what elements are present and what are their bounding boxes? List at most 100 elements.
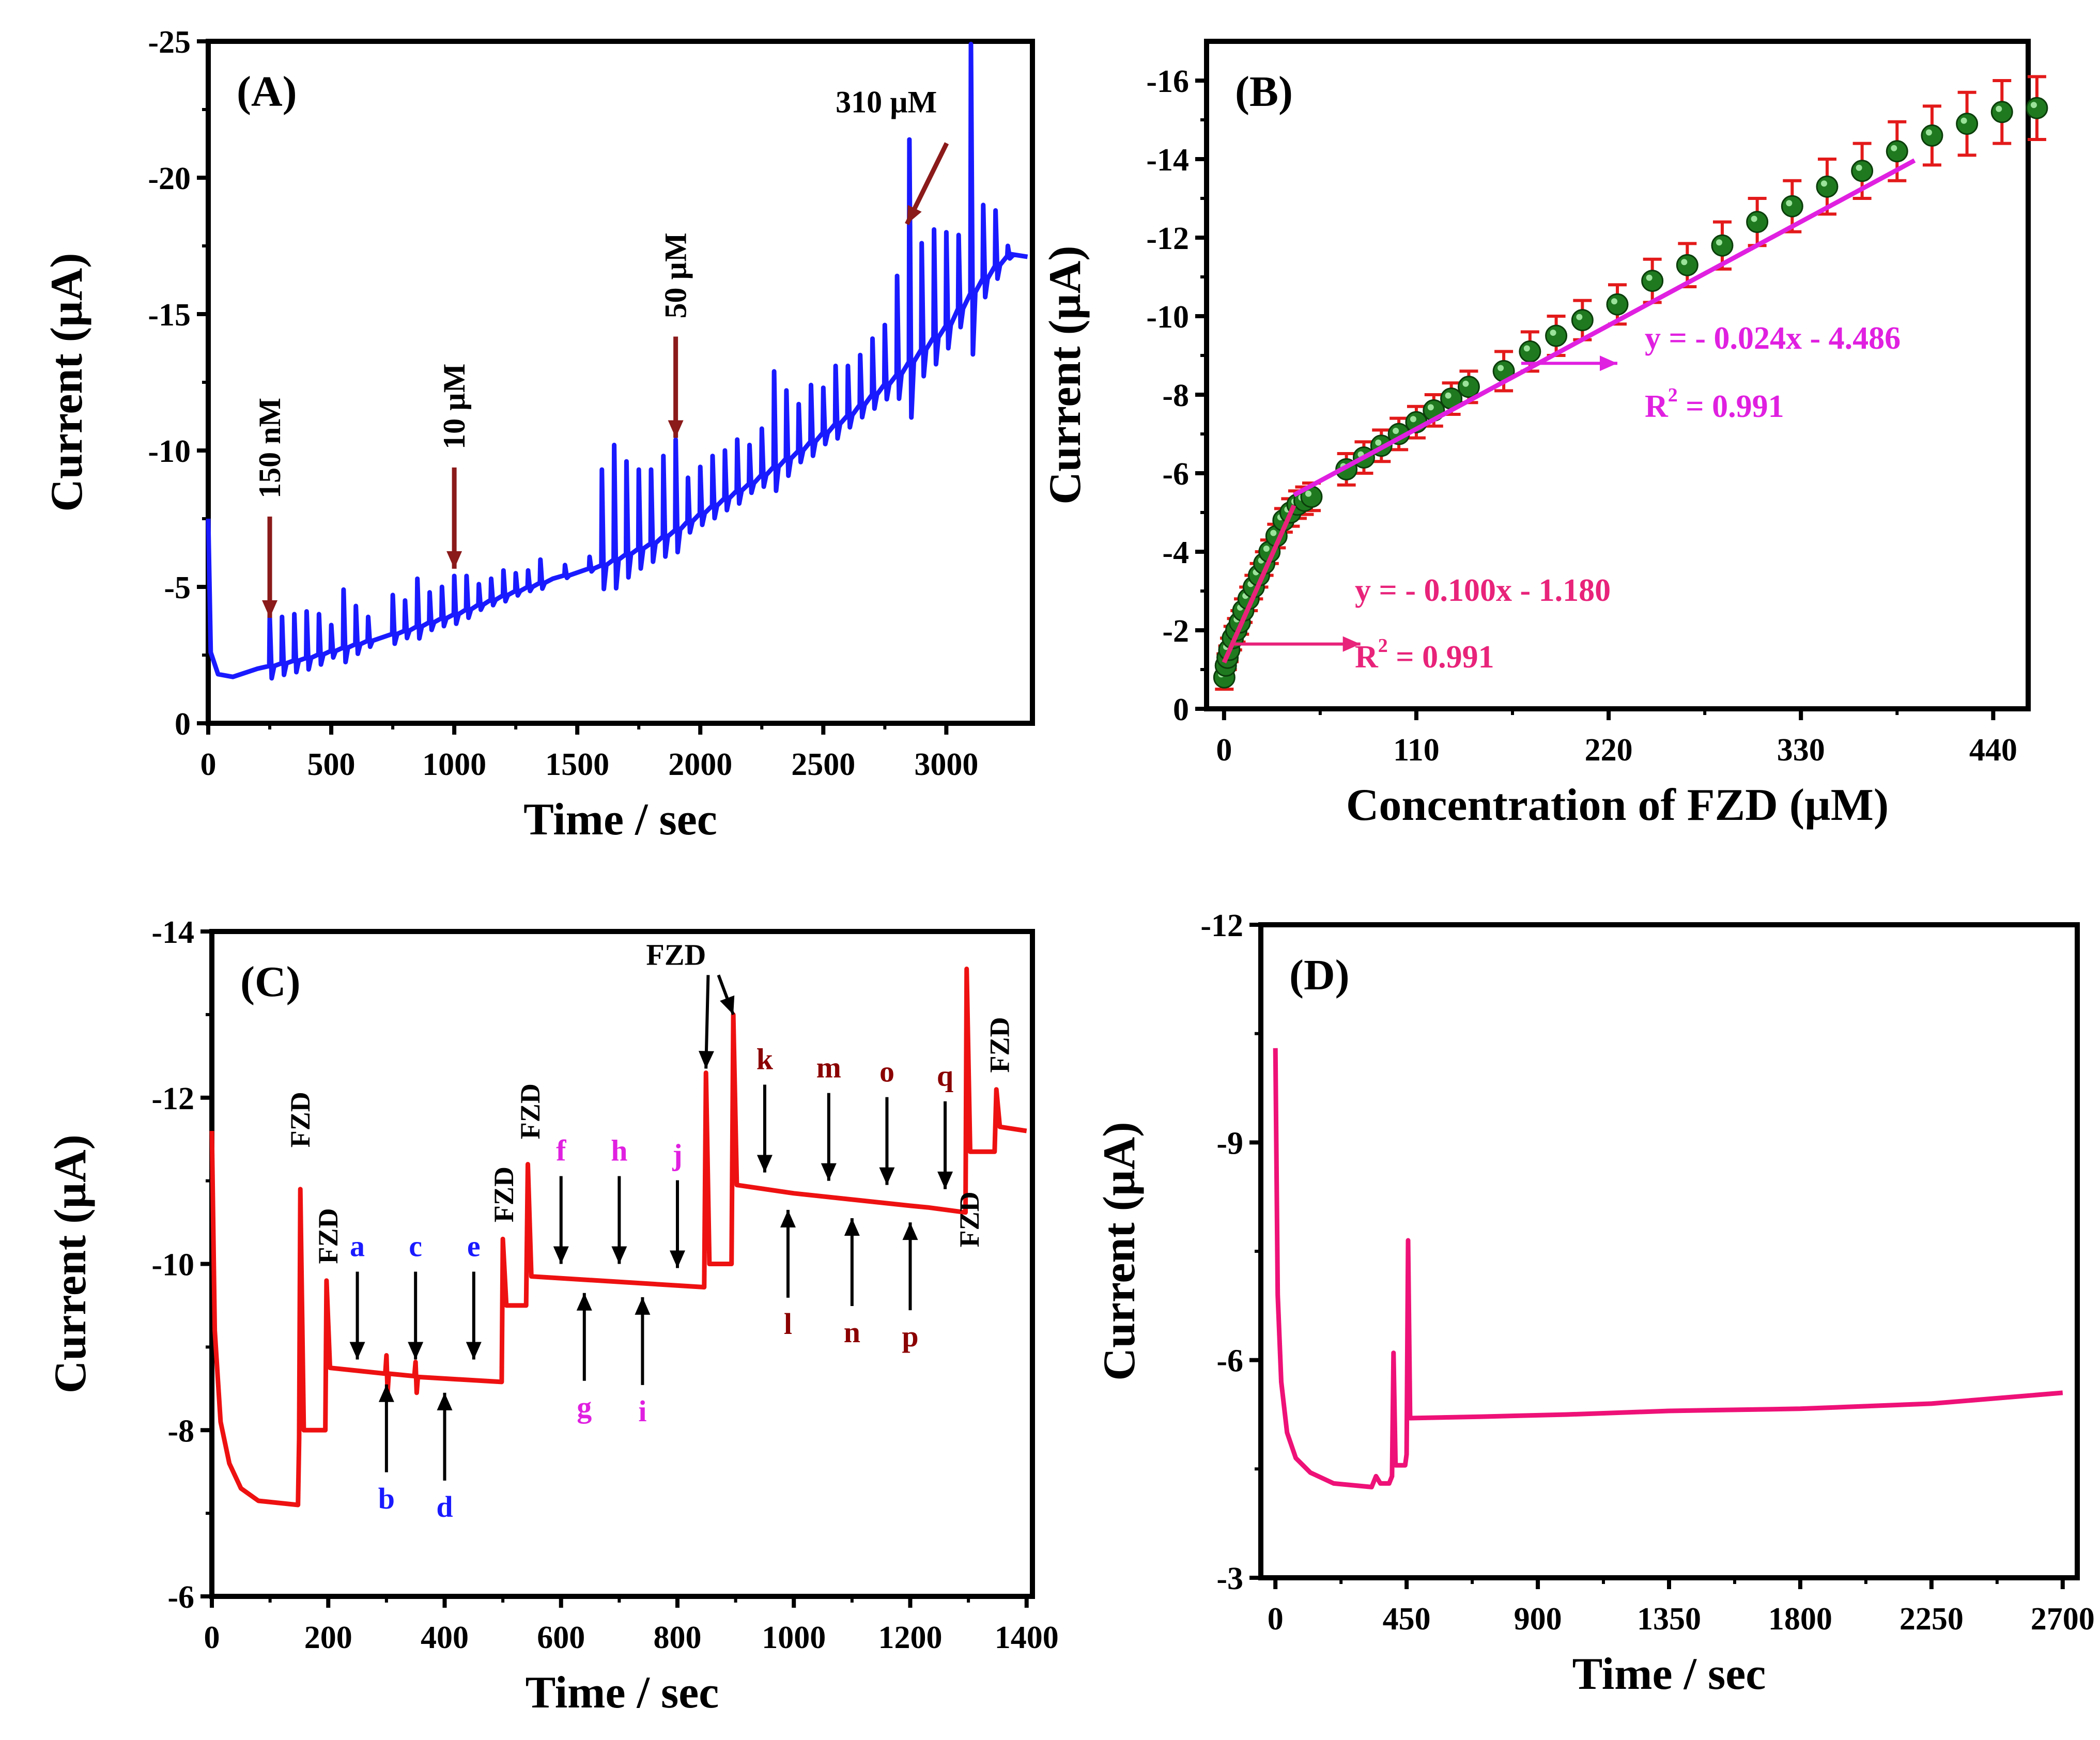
data-point <box>1545 324 1568 347</box>
fit-equation: y = - 0.024x - 4.486 <box>1645 321 1901 356</box>
x-tick-label: 220 <box>1585 733 1633 768</box>
interferent-letter: j <box>672 1138 682 1172</box>
data-point <box>1676 254 1698 276</box>
y-tick-label: -4 <box>1162 535 1189 570</box>
panel-label: (C) <box>240 958 301 1006</box>
x-tick-label: 400 <box>421 1620 469 1655</box>
interferent-letter: d <box>436 1490 453 1524</box>
y-tick-label: 0 <box>1173 692 1189 727</box>
interferent-arrow-head <box>669 1250 685 1268</box>
x-tick-label: 1000 <box>422 747 486 782</box>
y-tick-label: -14 <box>1146 143 1189 178</box>
interferent-arrow-head <box>378 1384 394 1402</box>
data-point-highlight <box>1681 259 1688 266</box>
r2-symbol: R <box>1645 389 1669 424</box>
fit-r-squared: R2 = 0.991 <box>1645 384 1784 424</box>
x-tick-label: 200 <box>304 1620 352 1655</box>
data-point <box>1711 234 1734 257</box>
data-point-highlight <box>1611 298 1617 305</box>
interferent-arrow-head <box>879 1167 895 1185</box>
x-tick-label: 440 <box>1969 733 2017 768</box>
x-axis-label: Time / sec <box>1572 1649 1766 1699</box>
y-tick-label: -15 <box>148 298 191 333</box>
panel-b: 0 110 220 330 440 0 -2 -4 -6 -8 -10 -12 -14 -16 Concen… <box>1040 39 2048 830</box>
data-point-highlight <box>1960 117 1967 124</box>
y-axis-label: Current (µA) <box>1094 1122 1145 1380</box>
interferent-letter: o <box>879 1055 894 1089</box>
data-point <box>1816 175 1839 198</box>
interferent-arrow-head <box>821 1163 837 1181</box>
interferent-arrow-head <box>466 1342 482 1360</box>
x-tick-label: 800 <box>653 1620 701 1655</box>
interferent-letter: n <box>844 1315 860 1349</box>
interferent-arrow-head <box>902 1222 918 1240</box>
interferent-letter: q <box>937 1059 953 1093</box>
interferent-label-fzd: FZD <box>488 1167 519 1222</box>
concentration-arrow-head <box>446 551 462 569</box>
r2-superscript: 2 <box>1668 384 1678 406</box>
fit-arrow-head <box>1600 355 1617 371</box>
data-point <box>1519 340 1541 363</box>
y-tick-label: -2 <box>1162 614 1189 649</box>
interferent-arrow-head <box>408 1342 424 1360</box>
y-tick-label: -8 <box>1162 378 1189 413</box>
data-point-highlight <box>1996 105 2002 112</box>
y-axis-label: Current (µA) <box>42 253 92 511</box>
spike-peak <box>601 469 603 470</box>
x-tick-label: 450 <box>1383 1602 1431 1637</box>
data-point-highlight <box>1751 215 1757 222</box>
y-axis-label: Current (µA) <box>45 1135 96 1393</box>
y-tick-label: -6 <box>1162 457 1189 492</box>
interferent-letter: e <box>467 1230 481 1263</box>
r2-superscript: 2 <box>1378 635 1388 657</box>
x-tick-label: 0 <box>1268 1602 1284 1637</box>
y-tick-label: -12 <box>151 1081 194 1116</box>
data-point-highlight <box>1305 490 1311 497</box>
y-tick-label: -14 <box>151 915 194 950</box>
interferent-letter: m <box>816 1051 841 1084</box>
spike-peak <box>872 338 873 339</box>
y-tick-label: -10 <box>1146 300 1189 335</box>
panel-a: 0 500 1000 1500 2000 2500 3000 0 -5 -10 -15 -20 -25 T… <box>42 25 1035 845</box>
y-tick-label: -12 <box>1200 908 1243 943</box>
x-tick-label: 110 <box>1393 733 1440 768</box>
spike-peak <box>798 403 799 405</box>
x-axis-label: Concentration of FZD (µM) <box>1346 780 1889 830</box>
spike-peak <box>503 570 504 571</box>
y-tick-label: -10 <box>148 434 191 469</box>
y-tick-label: -8 <box>167 1413 194 1449</box>
panel-label: (D) <box>1289 951 1350 999</box>
x-tick-label: 1500 <box>545 747 609 782</box>
interferent-letter: f <box>556 1134 566 1168</box>
y-axis-label: Current (µA) <box>1040 245 1090 504</box>
data-point <box>1990 101 2013 123</box>
data-point-highlight <box>1716 239 1722 246</box>
x-tick-label: 1000 <box>762 1620 826 1655</box>
spike-peak <box>995 210 996 211</box>
interferent-arrow-head <box>349 1342 365 1360</box>
interferent-arrow-head <box>844 1218 860 1236</box>
fit-line <box>1293 158 1916 498</box>
concentration-label: 150 nM <box>253 398 287 499</box>
y-tick-label: -10 <box>151 1248 194 1283</box>
fit-r-squared: R2 = 0.991 <box>1355 635 1494 675</box>
x-tick-label: 1350 <box>1637 1602 1701 1637</box>
plot-frame <box>1258 922 2080 1580</box>
interferent-label-fzd: FZD <box>515 1083 546 1139</box>
data-point-highlight <box>1393 428 1399 434</box>
interferent-arrow-head <box>437 1392 453 1410</box>
x-axis-label: Time / sec <box>523 795 717 845</box>
interferent-arrow-head <box>611 1246 627 1264</box>
interferent-arrow-head <box>937 1171 953 1189</box>
data-point <box>1886 140 1908 163</box>
data-point <box>1921 124 1943 147</box>
fzd-arrow-head <box>698 1051 714 1069</box>
fzd-arrow-head <box>720 995 735 1015</box>
y-tick-label: -20 <box>148 161 191 196</box>
data-point-highlight <box>1523 345 1530 352</box>
data-point-highlight <box>1427 404 1434 411</box>
x-tick-label: 2700 <box>2031 1602 2095 1637</box>
spike-peak <box>823 387 824 389</box>
concentration-label: 310 µM <box>836 85 937 119</box>
